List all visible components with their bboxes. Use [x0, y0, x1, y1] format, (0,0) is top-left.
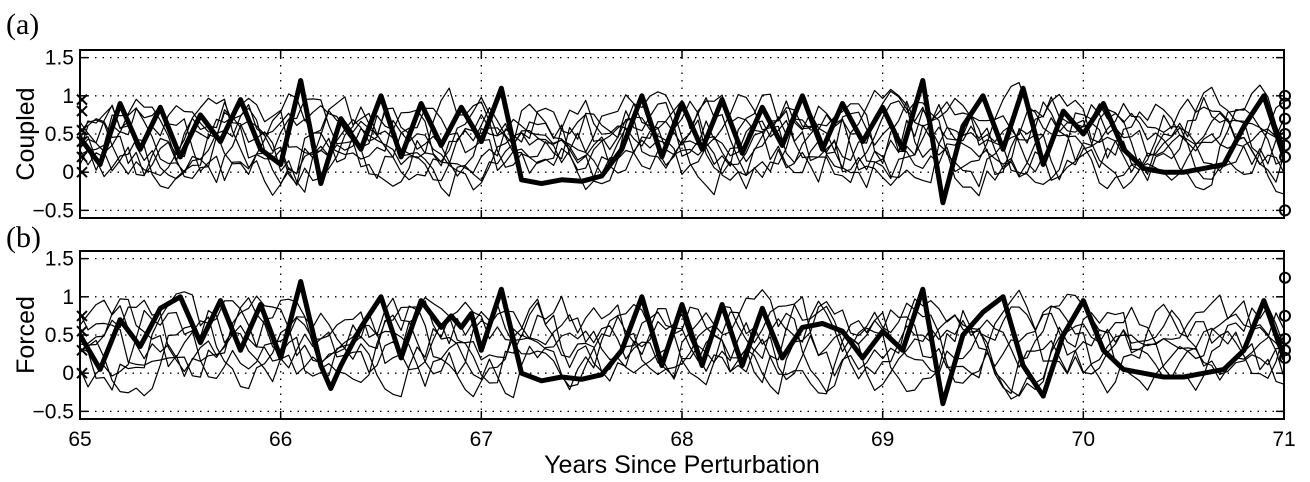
- y-tick-label: 1: [62, 286, 74, 309]
- y-tick-label: −0.5: [33, 400, 74, 423]
- ensemble-series-line: [80, 81, 1284, 187]
- y-tick-label: 0.5: [45, 123, 74, 146]
- ensemble-series-line: [80, 84, 1284, 191]
- ensemble-series-line: [80, 86, 1284, 195]
- ensemble-series-line: [80, 295, 1284, 395]
- start-marker: [76, 135, 88, 148]
- y-axis-label: Coupled: [12, 87, 40, 180]
- y-tick-label: 0: [62, 161, 74, 184]
- ensemble-series-line: [80, 93, 1284, 189]
- x-tick-label: 71: [1272, 428, 1295, 451]
- y-tick-label: 1.5: [45, 47, 74, 70]
- y-axis-label: Forced: [12, 296, 40, 374]
- start-marker: [76, 105, 88, 117]
- highlight-series-line: [80, 78, 1284, 206]
- ensemble-lines: [80, 81, 1284, 197]
- panel-label: (b): [6, 221, 41, 254]
- ensemble-series-line: [80, 97, 1284, 191]
- x-tick-label: 69: [871, 428, 894, 451]
- y-tick-label: 0.5: [45, 324, 74, 347]
- ensemble-series-line: [80, 91, 1284, 197]
- x-tick-label: 65: [68, 428, 91, 451]
- ensemble-series-line: [80, 300, 1284, 399]
- panel-b: −0.5 0 0.5 1 1.5 65 66 67 68 69 70 71 Years Since Pe…: [6, 221, 1296, 479]
- panel-label: (a): [6, 8, 39, 41]
- x-axis-label: Years Since Perturbation: [544, 451, 820, 479]
- x-tick-label: 66: [269, 428, 292, 451]
- x-tick-label: 67: [470, 428, 493, 451]
- highlight-series-line: [80, 279, 1284, 407]
- start-marker: [76, 310, 88, 322]
- start-marker: [76, 151, 88, 163]
- start-marker: [76, 344, 88, 356]
- y-tick-label: −0.5: [33, 199, 74, 222]
- y-tick-label: 1.5: [45, 248, 74, 271]
- ensemble-series-line: [80, 97, 1284, 190]
- y-tick-label: 0: [62, 362, 74, 385]
- x-tick-label: 70: [1072, 428, 1095, 451]
- ensemble-series-line: [80, 295, 1284, 398]
- y-tick-label: 1: [62, 85, 74, 108]
- x-tick-label: 68: [670, 428, 693, 451]
